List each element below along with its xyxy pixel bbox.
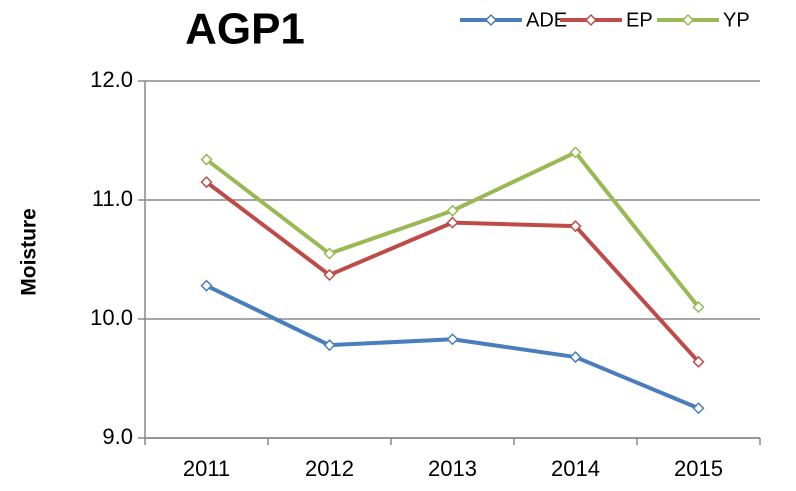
marker: [200, 153, 213, 166]
y-axis-label: Moisture: [18, 208, 41, 296]
y-tick-label: 10.0: [90, 305, 133, 330]
x-tick-label: 2011: [183, 456, 230, 481]
marker: [569, 351, 582, 364]
marker: [446, 204, 459, 217]
marker: [484, 13, 498, 27]
x-tick-label: 2012: [305, 456, 354, 481]
marker: [692, 402, 705, 415]
marker: [323, 339, 336, 352]
y-tick-label: 12.0: [90, 67, 133, 92]
series-line: [205, 150, 701, 309]
marker: [692, 301, 705, 314]
marker: [323, 268, 336, 282]
series-line: [205, 283, 700, 411]
marker: [446, 216, 459, 229]
x-tick-label: 2014: [551, 456, 600, 481]
legend-label: ADE: [526, 9, 567, 31]
marker: [692, 355, 705, 368]
y-tick-label: 11.0: [92, 186, 133, 211]
marker: [584, 13, 598, 27]
marker: [446, 333, 459, 346]
marker: [200, 176, 213, 189]
x-tick-label: 2013: [428, 456, 477, 481]
marker: [569, 220, 582, 233]
x-tick-label: 2015: [674, 456, 723, 481]
legend-label: EP: [626, 9, 653, 31]
chart-title: AGP1: [185, 5, 305, 54]
marker: [681, 13, 695, 27]
marker: [200, 279, 213, 292]
marker: [569, 146, 582, 159]
marker: [323, 247, 336, 260]
y-tick-label: 9.0: [102, 424, 133, 449]
legend-label: YP: [723, 9, 750, 31]
